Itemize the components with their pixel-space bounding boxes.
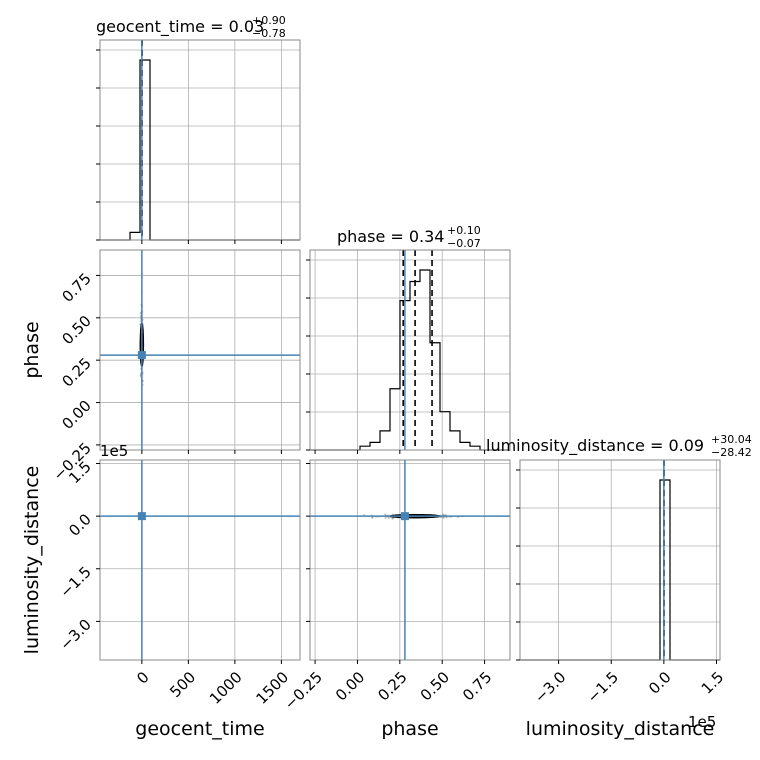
- panel-frame: [309, 249, 511, 451]
- title-geocent-time-minus: −0.78: [252, 27, 286, 40]
- x-tick-label-luminosity-distance: 1.5: [698, 668, 728, 698]
- x-tick-label-luminosity-distance: −1.5: [584, 668, 622, 706]
- sample-point: [442, 516, 445, 519]
- panel-frame: [99, 39, 301, 241]
- ylabel-luminosity-distance: luminosity_distance: [21, 466, 43, 655]
- title-geocent-time-plus: +0.90: [252, 14, 286, 27]
- sample-point: [139, 374, 142, 377]
- sample-point: [384, 517, 387, 520]
- sample-point: [387, 516, 390, 519]
- panel-luminosity-distance-vs-phase: −0.25 0.00 0.25 0.50 0.75: [281, 459, 511, 713]
- x-tick-label-phase: 0.25: [374, 668, 410, 704]
- truth-marker: [137, 351, 146, 360]
- x-tick-label-geocent-time: 0: [133, 668, 152, 687]
- y-tick-label-luminosity-distance: −3.0: [56, 616, 94, 654]
- xlabel-luminosity-distance: luminosity_distance: [526, 718, 715, 740]
- y-tick-label-phase: 0.00: [58, 397, 94, 433]
- histogram-luminosity-distance: [520, 479, 720, 661]
- title-luminosity-distance: luminosity_distance = 0.09: [486, 436, 704, 456]
- sample-point: [442, 513, 445, 516]
- y-tick-label-luminosity-distance: −1.5: [56, 563, 94, 601]
- title-phase-plus: +0.10: [447, 224, 481, 237]
- panel-frame: [309, 459, 511, 661]
- y-tick-label-phase: 0.25: [58, 354, 94, 390]
- title-geocent-time: geocent_time = 0.03: [96, 17, 264, 37]
- xlabel-phase: phase: [381, 718, 438, 740]
- panel-luminosity-distance-vs-luminosity-distance: −3.0 −1.5 0.0 1.5: [516, 459, 728, 707]
- y-tick-label-phase: 0.75: [58, 270, 94, 306]
- x-tick-label-phase: 0.75: [459, 668, 495, 704]
- sample-point: [371, 516, 374, 519]
- panels-layer: −0.250.000.250.500.750 500 1000 1500−3.0−1.…: [50, 39, 728, 713]
- x-tick-label-geocent-time: 1000: [206, 668, 246, 708]
- panel-frame: [99, 249, 301, 451]
- panel-luminosity-distance-vs-geocent-time: 0 500 1000 1500−3.0−1.50.01.5: [56, 458, 301, 708]
- title-phase: phase = 0.34: [337, 227, 444, 246]
- x-tick-label-phase: 0.00: [332, 668, 368, 704]
- x-tick-label-luminosity-distance: −3.0: [531, 668, 569, 706]
- panel-geocent-time-vs-geocent-time: [96, 39, 301, 244]
- offset-text-y-luminosity-distance: 1e5: [100, 442, 128, 460]
- ylabel-phase: phase: [21, 321, 43, 378]
- x-tick-label-phase: 0.50: [417, 668, 453, 704]
- histogram-geocent-time: [100, 59, 300, 241]
- xlabel-geocent-time: geocent_time: [135, 718, 264, 740]
- truth-marker: [137, 512, 146, 521]
- histogram-phase: [310, 269, 510, 451]
- x-tick-label-luminosity-distance: 0.0: [645, 668, 675, 698]
- title-luminosity-distance-plus: +30.04: [711, 433, 752, 446]
- offset-text-x-luminosity-distance: 1e5: [688, 713, 716, 731]
- panel-frame: [519, 459, 721, 661]
- title-phase-minus: −0.07: [447, 237, 481, 250]
- panel-phase-vs-phase: [306, 249, 511, 454]
- truth-marker: [400, 512, 409, 521]
- sample-point: [139, 312, 142, 315]
- x-tick-label-phase: −0.25: [281, 668, 326, 713]
- y-tick-label-phase: 0.50: [58, 312, 94, 348]
- y-tick-label-luminosity-distance: 0.0: [65, 510, 95, 540]
- panel-phase-vs-geocent-time: −0.250.000.250.500.75: [50, 249, 301, 484]
- x-tick-label-geocent-time: 500: [166, 668, 199, 701]
- title-luminosity-distance-minus: −28.42: [711, 446, 752, 459]
- panel-frame: [99, 459, 301, 661]
